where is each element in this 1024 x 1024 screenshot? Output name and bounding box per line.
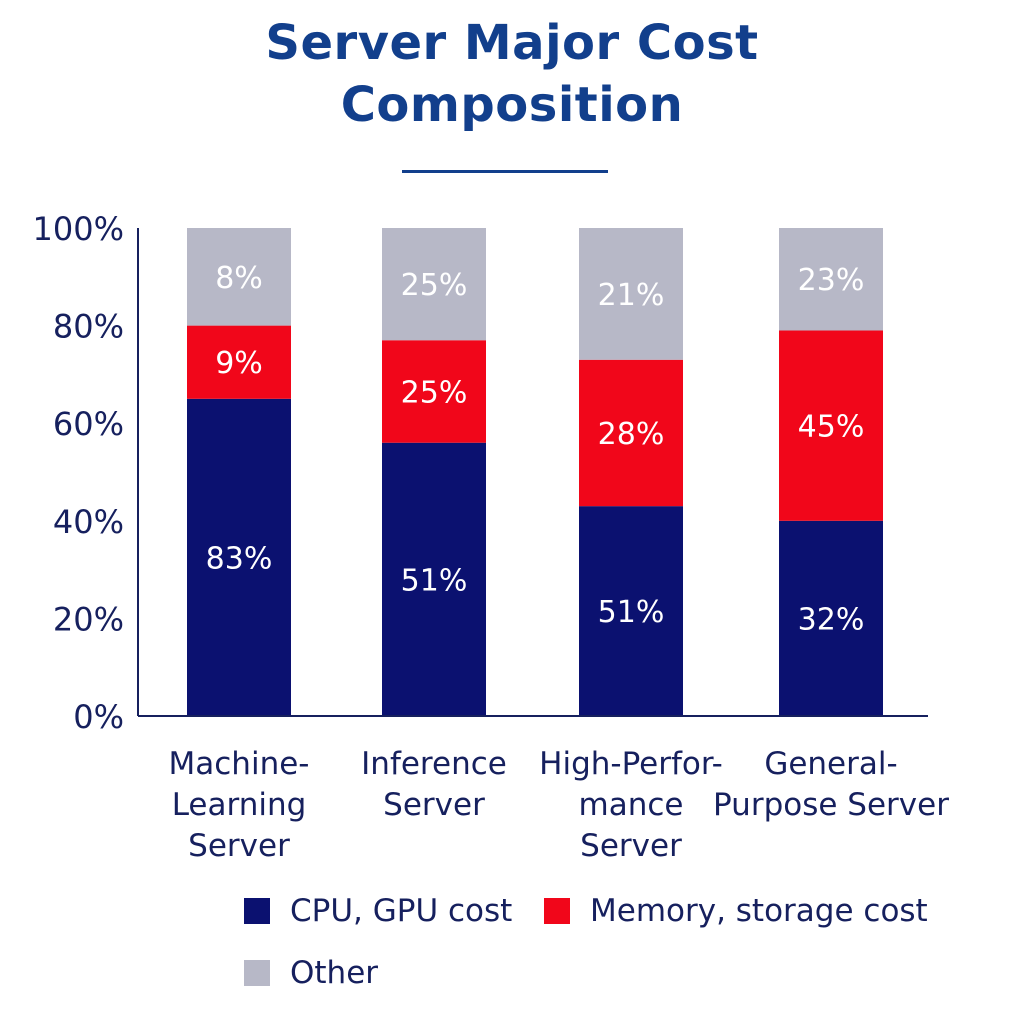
bar-segment-2-2 xyxy=(579,228,683,360)
legend-label-memory-storage: Memory, storage cost xyxy=(590,893,928,929)
title-underline xyxy=(402,170,608,173)
data-label-2-2: 21% xyxy=(598,278,665,313)
data-label-0-1: 51% xyxy=(401,563,468,598)
bar-segment-1-2 xyxy=(579,359,683,507)
x-tick-label-1-0: Inference xyxy=(361,746,507,782)
bar-segment-0-3 xyxy=(779,520,883,716)
chart-title-line-2: Composition xyxy=(340,77,684,133)
bar-segment-1-1 xyxy=(382,340,486,443)
data-label-2-1: 25% xyxy=(401,268,468,303)
legend-swatch-cpu-gpu xyxy=(244,898,270,924)
data-label-1-1: 25% xyxy=(401,375,468,410)
x-tick-label-2-1: mance xyxy=(579,787,684,823)
legend-item-memory-storage: Memory, storage cost xyxy=(544,893,928,929)
bar-segment-2-3 xyxy=(779,228,883,331)
legend-swatch-other xyxy=(244,960,270,986)
bar-segment-1-3 xyxy=(779,330,883,521)
x-tick-label-2-2: Server xyxy=(580,828,682,864)
bar-segment-2-0 xyxy=(187,228,291,326)
legend-item-other: Other xyxy=(244,955,378,991)
y-tick-label-3: 40% xyxy=(53,503,124,541)
bar-segment-1-0 xyxy=(187,325,291,399)
legend-label-cpu-gpu: CPU, GPU cost xyxy=(290,893,513,929)
y-tick-label-5: 0% xyxy=(73,698,124,736)
y-tick-label-0: 100% xyxy=(33,210,124,248)
bar-segment-2-1 xyxy=(382,228,486,341)
bar-segment-0-1 xyxy=(382,442,486,716)
bar-segment-0-2 xyxy=(579,506,683,716)
chart-title-line-1: Server Major Cost xyxy=(265,15,759,71)
data-label-2-3: 23% xyxy=(798,263,865,298)
y-tick-label-2: 60% xyxy=(53,405,124,443)
x-tick-label-3-1: Purpose Server xyxy=(713,787,949,823)
x-tick-label-0-1: Learning xyxy=(172,787,307,823)
legend-swatch-memory-storage xyxy=(544,898,570,924)
data-label-0-2: 51% xyxy=(598,595,665,630)
y-tick-label-4: 20% xyxy=(53,600,124,638)
x-tick-label-0-2: Server xyxy=(188,828,290,864)
data-label-1-2: 28% xyxy=(598,417,665,452)
legend-item-cpu-gpu: CPU, GPU cost xyxy=(244,893,512,929)
stacked-bar-chart: 83% 9% 8% 51% 25% 25% 51% 28% 21% 32% 45% 23% 100% 80… xyxy=(33,210,950,864)
chart-title: Server Major Cost Composition xyxy=(0,12,1024,136)
x-tick-label-2-0: High-Perfor- xyxy=(539,746,723,782)
data-label-1-3: 45% xyxy=(798,410,865,445)
x-tick-label-0-0: Machine- xyxy=(169,746,310,782)
data-label-0-0: 83% xyxy=(206,541,273,576)
data-label-1-0: 9% xyxy=(215,346,263,381)
legend-label-other: Other xyxy=(290,955,379,991)
x-tick-label-1-1: Server xyxy=(383,787,485,823)
data-label-2-0: 8% xyxy=(215,261,263,296)
x-tick-label-3-0: General- xyxy=(764,746,897,782)
chart-legend: CPU, GPU cost Memory, storage cost Other xyxy=(244,893,984,1013)
bar-segment-0-0 xyxy=(187,398,291,716)
data-label-0-3: 32% xyxy=(798,602,865,637)
y-tick-label-1: 80% xyxy=(53,308,124,346)
